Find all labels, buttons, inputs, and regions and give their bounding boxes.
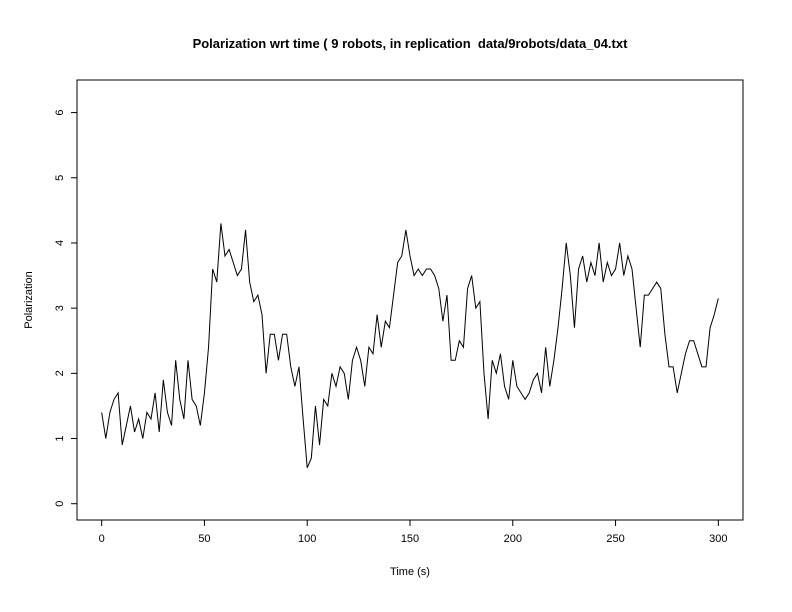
x-tick-label: 100 [298, 533, 316, 545]
y-tick-label: 4 [54, 240, 66, 246]
y-tick-label: 3 [54, 305, 66, 311]
data-line [101, 223, 719, 469]
y-axis-label: Polarization [23, 271, 35, 328]
plot-box [76, 79, 744, 521]
x-tick-label: 0 [99, 533, 105, 545]
y-tick-label: 0 [54, 501, 66, 507]
x-tick-label: 150 [401, 533, 419, 545]
x-tick-label: 50 [198, 533, 210, 545]
x-tick-label: 200 [504, 533, 522, 545]
x-tick-label: 300 [709, 533, 727, 545]
chart-title: Polarization wrt time ( 9 robots, in rep… [193, 36, 629, 51]
y-tick-label: 1 [54, 435, 66, 441]
x-axis-label: Time (s) [390, 566, 430, 578]
y-tick-label: 6 [54, 110, 66, 116]
x-tick-label: 250 [606, 533, 624, 545]
y-tick-label: 5 [54, 175, 66, 181]
y-tick-label: 2 [54, 370, 66, 376]
